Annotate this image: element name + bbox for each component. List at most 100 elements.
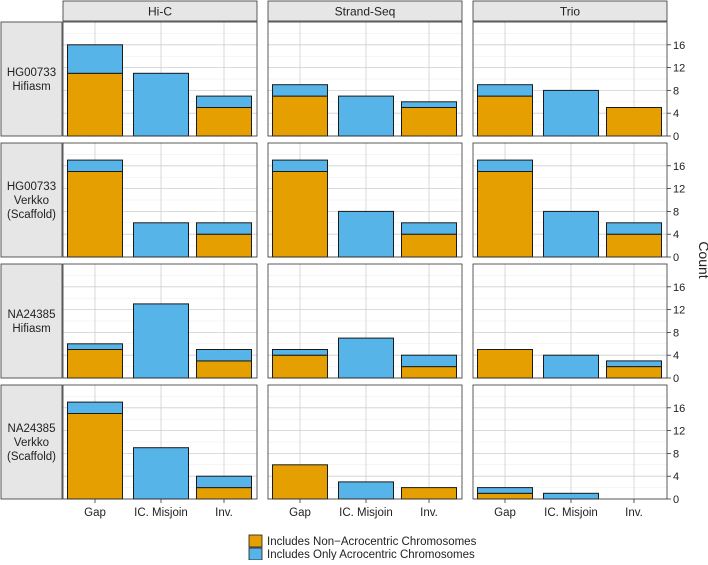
bar-segment bbox=[401, 487, 457, 500]
bar-segment bbox=[401, 233, 457, 258]
bar-segment bbox=[272, 84, 328, 97]
bar-segment bbox=[543, 354, 599, 379]
bar-segment bbox=[196, 107, 252, 137]
y-tick-label: 4 bbox=[673, 350, 679, 362]
facet-strip-row bbox=[0, 384, 63, 500]
facet-label-col: Trio bbox=[560, 5, 581, 19]
panel-border bbox=[472, 384, 668, 500]
facet-strip-col bbox=[62, 0, 258, 22]
facet-label-row: (Scaffold) bbox=[7, 209, 56, 221]
bar-segment bbox=[401, 366, 457, 379]
bar-segment bbox=[67, 159, 123, 173]
panel bbox=[62, 384, 258, 500]
y-axis-title: Count bbox=[696, 241, 708, 278]
bar-segment bbox=[477, 492, 533, 500]
bar-segment bbox=[543, 210, 599, 258]
bar-segment bbox=[67, 349, 123, 379]
panel bbox=[267, 384, 463, 500]
facet-label-row: (Scaffold) bbox=[7, 451, 56, 463]
y-tick-label: 16 bbox=[673, 282, 685, 294]
bar-segment bbox=[196, 95, 252, 108]
panel bbox=[472, 263, 668, 379]
legend-swatch bbox=[248, 534, 263, 548]
bar-segment bbox=[606, 360, 662, 368]
panel-border bbox=[267, 263, 463, 379]
bar-segment bbox=[543, 89, 599, 137]
panel-border bbox=[472, 263, 668, 379]
facet-label-row: HG00733 bbox=[7, 181, 56, 193]
bar-segment bbox=[477, 487, 533, 494]
bar-segment bbox=[606, 233, 662, 258]
bar-segment bbox=[196, 487, 252, 500]
facet-label-row: Verkko bbox=[14, 437, 49, 449]
bar-segment bbox=[338, 210, 394, 258]
y-tick-label: 16 bbox=[673, 161, 685, 173]
facet-label-col: Strand-Seq bbox=[335, 5, 396, 19]
legend-label: Includes Only Acrocentric Chromosomes bbox=[267, 549, 475, 560]
panel-border bbox=[267, 142, 463, 258]
x-tick-label: Gap bbox=[494, 507, 516, 519]
y-tick-label: 8 bbox=[673, 448, 679, 460]
facet-label-row: Hifiasm bbox=[12, 81, 50, 93]
bar-segment bbox=[401, 222, 457, 235]
bar-segment bbox=[133, 72, 189, 137]
bar-segment bbox=[401, 107, 457, 137]
bar-segment bbox=[272, 464, 328, 500]
y-tick-label: 16 bbox=[673, 40, 685, 52]
panel bbox=[472, 384, 668, 500]
bar-segment bbox=[606, 366, 662, 379]
panel bbox=[62, 142, 258, 258]
bar-segment bbox=[272, 159, 328, 173]
bar-segment bbox=[338, 481, 394, 500]
facet-label-row: NA24385 bbox=[8, 309, 56, 321]
bar-segment bbox=[196, 222, 252, 235]
facet-label-col: Hi-C bbox=[148, 5, 172, 19]
bar-segment bbox=[272, 171, 328, 258]
x-tick-label: Gap bbox=[84, 507, 106, 519]
panel bbox=[472, 21, 668, 137]
bar-segment bbox=[272, 95, 328, 137]
bar-segment bbox=[196, 233, 252, 258]
bar-segment bbox=[338, 337, 394, 379]
facet-label-row: Verkko bbox=[14, 195, 49, 207]
bar-segment bbox=[133, 222, 189, 258]
facet-strip-row bbox=[0, 263, 63, 379]
panel bbox=[62, 263, 258, 379]
y-tick-label: 4 bbox=[673, 471, 679, 483]
legend-swatch bbox=[248, 547, 263, 561]
bar-segment bbox=[196, 349, 252, 362]
y-tick-label: 8 bbox=[673, 85, 679, 97]
bar-segment bbox=[67, 171, 123, 258]
facet-strip-row bbox=[0, 21, 63, 137]
panel-border bbox=[472, 21, 668, 137]
panel-border bbox=[472, 142, 668, 258]
x-tick-label: Inv. bbox=[215, 507, 233, 519]
panel bbox=[267, 263, 463, 379]
panel bbox=[62, 21, 258, 137]
panel-border bbox=[62, 21, 258, 137]
y-tick-label: 12 bbox=[673, 63, 685, 75]
panel-border bbox=[62, 142, 258, 258]
facet-label-row: Hifiasm bbox=[12, 323, 50, 335]
panel-border bbox=[267, 384, 463, 500]
bar-segment bbox=[477, 84, 533, 97]
facet-strip-col bbox=[472, 0, 668, 22]
bar-segment bbox=[606, 107, 662, 137]
bar-segment bbox=[67, 401, 123, 415]
bar-segment bbox=[133, 447, 189, 500]
facet-label-row: HG00733 bbox=[7, 67, 56, 79]
bar-segment bbox=[401, 354, 457, 368]
bar-segment bbox=[67, 343, 123, 350]
y-tick-label: 8 bbox=[673, 206, 679, 218]
y-tick-label: 12 bbox=[673, 184, 685, 196]
bar-segment bbox=[477, 159, 533, 173]
x-tick-label: Inv. bbox=[420, 507, 438, 519]
y-tick-label: 4 bbox=[673, 229, 679, 241]
bar-segment bbox=[477, 171, 533, 258]
bar-segment bbox=[67, 44, 123, 74]
bar-segment bbox=[196, 475, 252, 489]
facet-label-row: NA24385 bbox=[8, 423, 56, 435]
bar-segment bbox=[272, 354, 328, 379]
bar-segment bbox=[477, 95, 533, 137]
x-tick-label: Inv. bbox=[625, 507, 643, 519]
